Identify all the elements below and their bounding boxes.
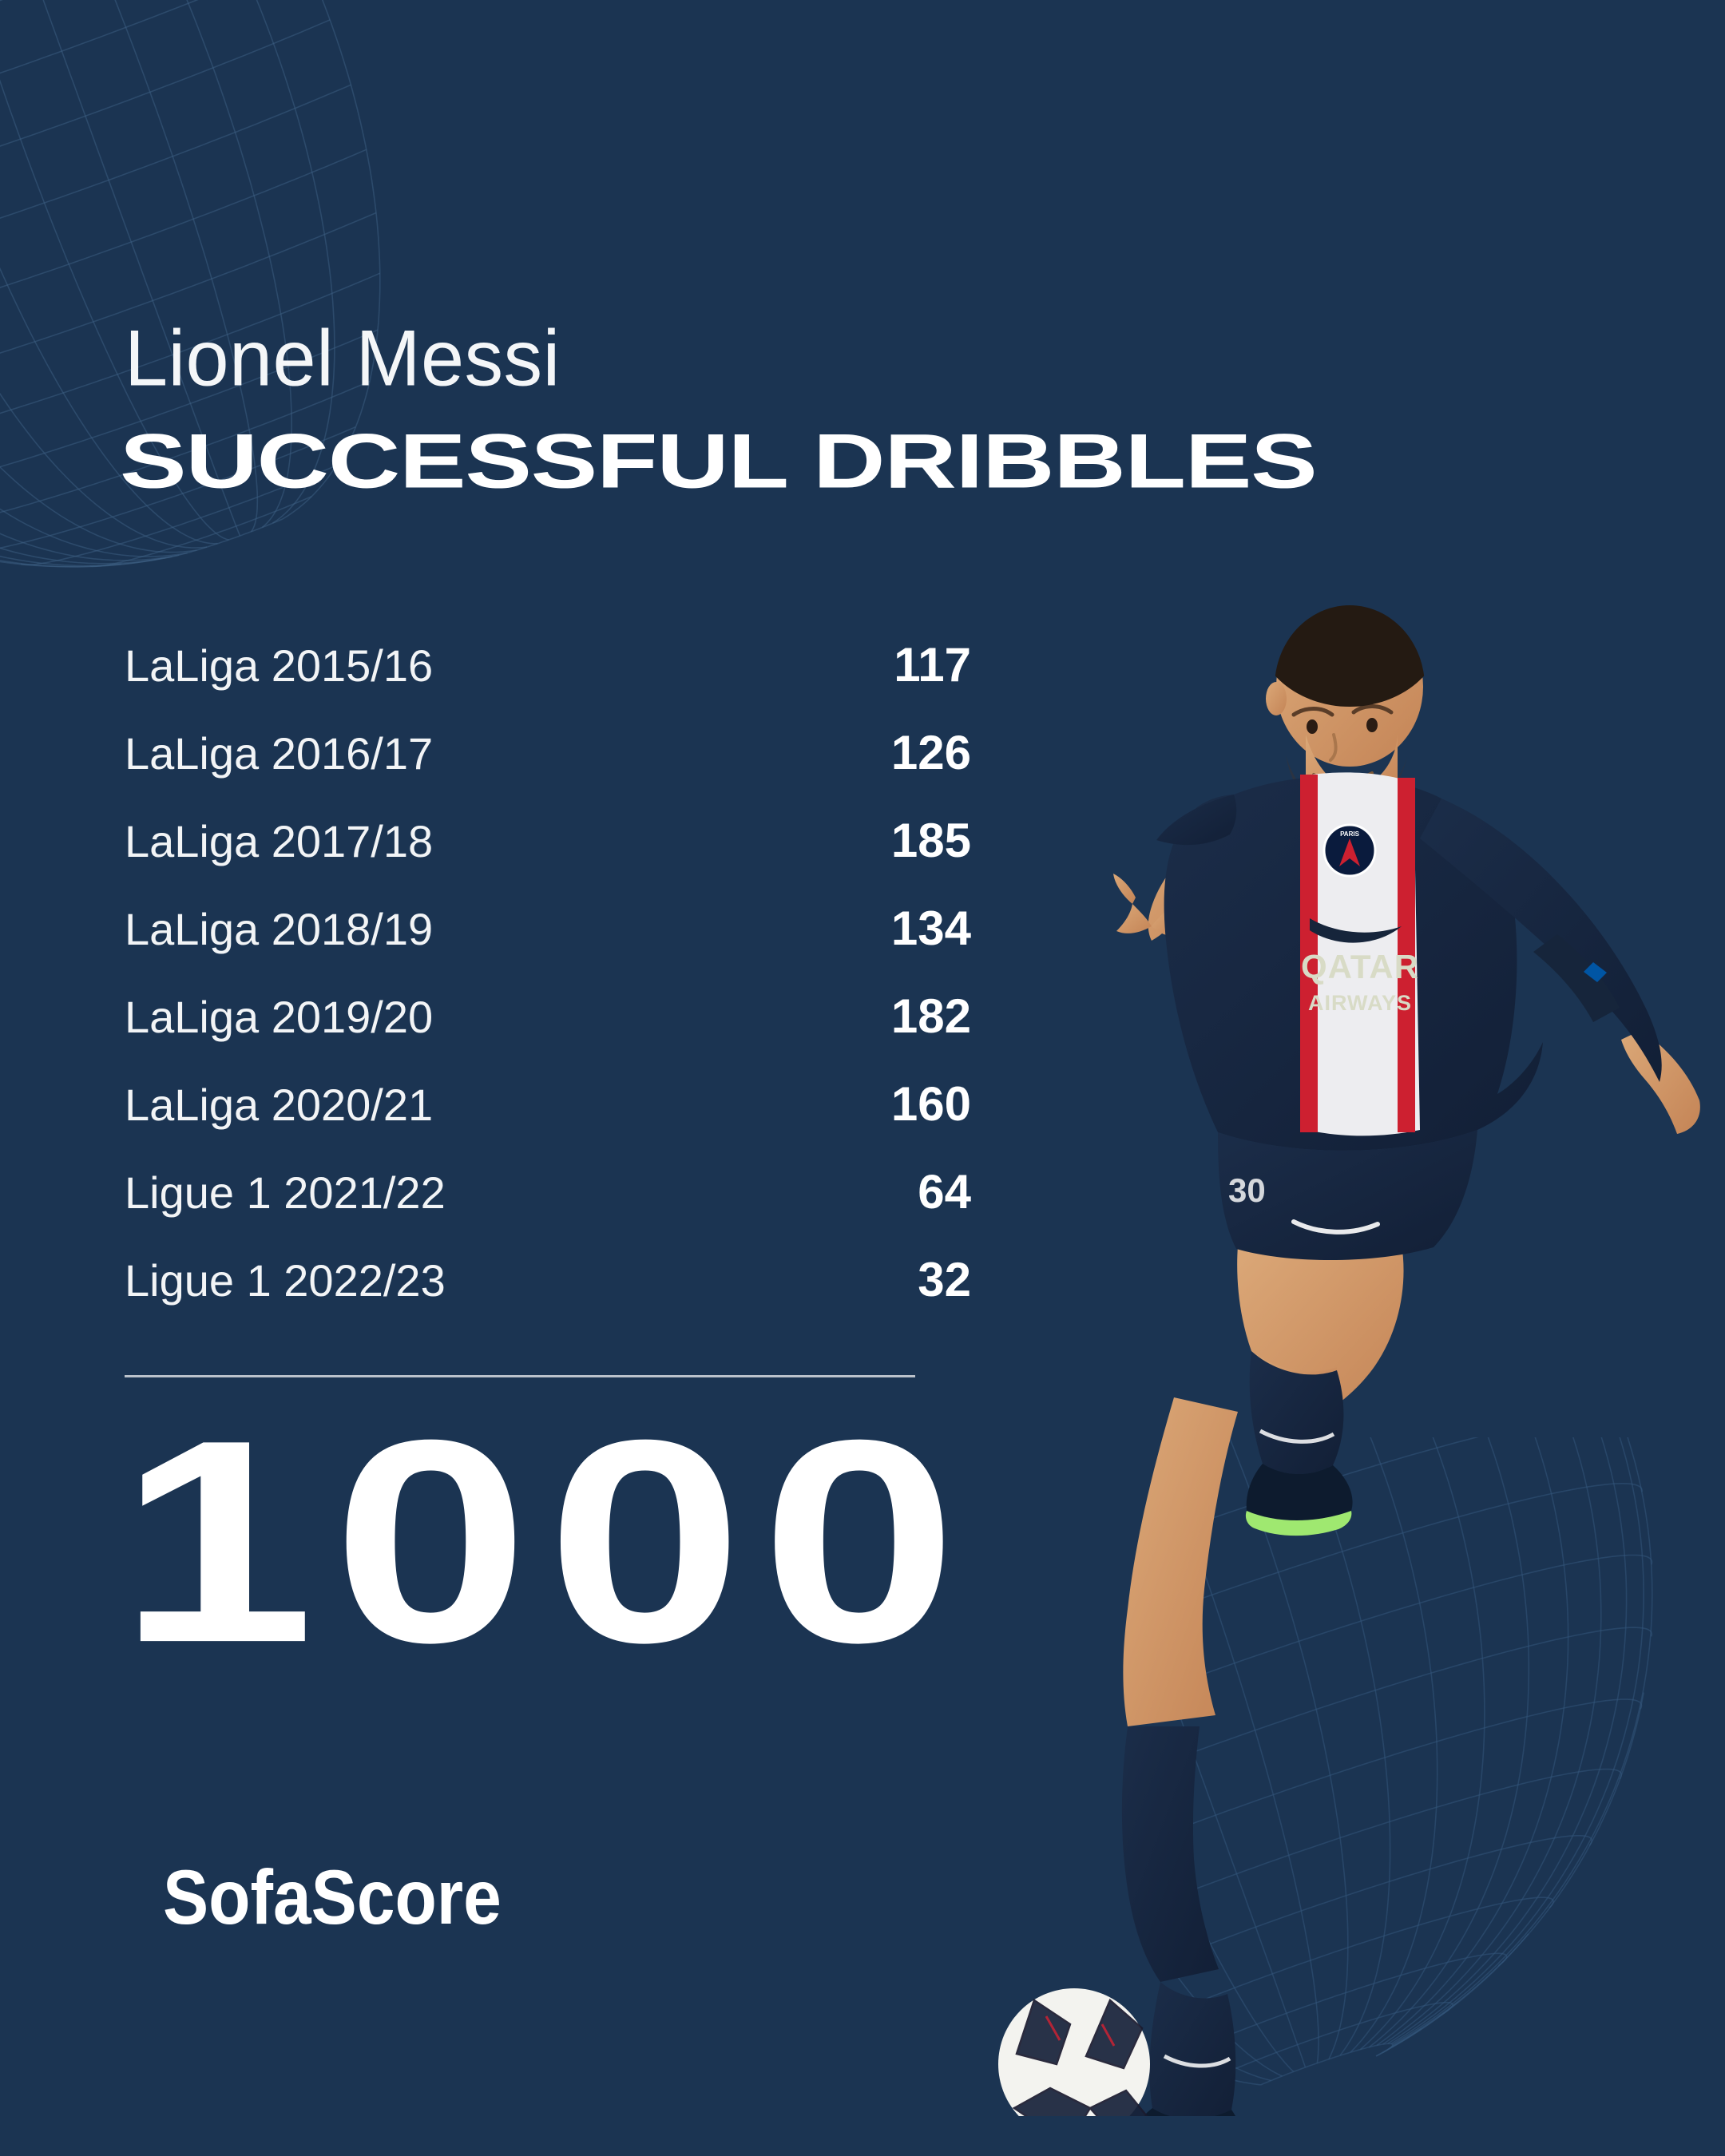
svg-text:AIRWAYS: AIRWAYS: [1308, 991, 1412, 1015]
svg-text:30: 30: [1228, 1171, 1266, 1209]
svg-text:QATAR: QATAR: [1301, 948, 1419, 985]
svg-text:PARIS: PARIS: [1340, 830, 1360, 838]
